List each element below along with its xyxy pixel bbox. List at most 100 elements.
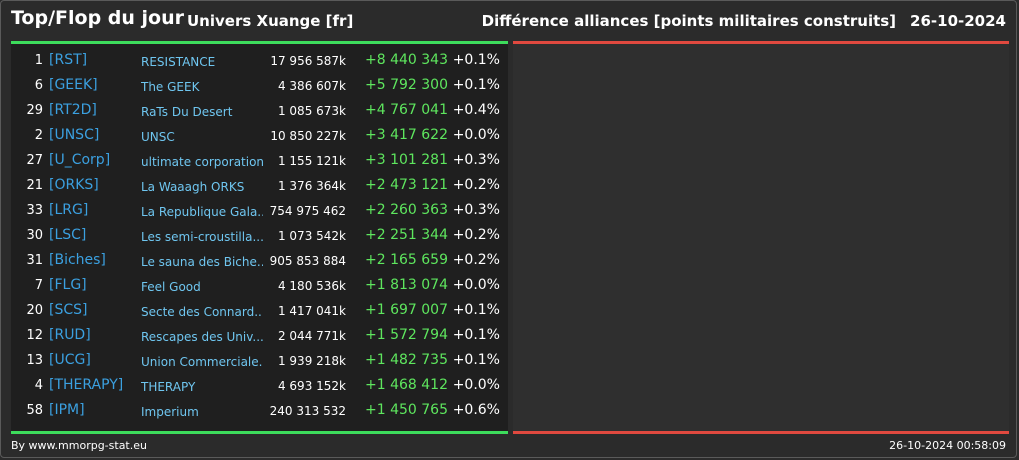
points-cell: 1 073 542k bbox=[277, 229, 346, 243]
table-row: 4 [THERAPY] THERAPY 4 693 152k +1 468 412 +0.… bbox=[11, 374, 508, 399]
difference-cell: +1 482 735 bbox=[365, 352, 448, 368]
chart-heading: Différence alliances [points militaires … bbox=[482, 12, 1006, 30]
table-row: 6 [GEEK] The GEEK 4 386 607k +5 792 300 +0.1% bbox=[11, 74, 508, 99]
difference-cell: +1 450 765 bbox=[365, 402, 448, 418]
table-row: 7 [FLG] Feel Good 4 180 536k +1 813 074 +0.0% bbox=[11, 274, 508, 299]
alliance-name-link[interactable]: La Republique Gala... bbox=[141, 205, 263, 219]
alliance-name-link[interactable]: THERAPY bbox=[141, 380, 196, 394]
rank-cell: 30 bbox=[26, 228, 43, 243]
percent-cell: +0.2% bbox=[452, 252, 500, 268]
alliance-tag-link[interactable]: [Biches] bbox=[49, 252, 106, 268]
difference-cell: +1 697 007 bbox=[365, 302, 448, 318]
points-cell: 1 417 041k bbox=[277, 304, 346, 318]
alliance-tag-link[interactable]: [RUD] bbox=[49, 327, 91, 343]
alliance-name-link[interactable]: Union Commerciale... bbox=[141, 355, 263, 369]
page-title: Top/Flop du jour bbox=[11, 7, 184, 29]
rank-cell: 2 bbox=[34, 128, 43, 143]
alliance-tag-link[interactable]: [THERAPY] bbox=[49, 377, 124, 393]
rank-cell: 58 bbox=[26, 403, 43, 418]
percent-cell: +0.6% bbox=[452, 402, 500, 418]
difference-cell: +1 572 794 bbox=[365, 327, 448, 343]
universe-subtitle: Univers Xuange [fr] bbox=[187, 12, 354, 30]
rank-cell: 33 bbox=[26, 203, 43, 218]
difference-cell: +2 260 363 bbox=[365, 202, 448, 218]
alliance-tag-link[interactable]: [ORKS] bbox=[49, 177, 99, 193]
alliance-tag-link[interactable]: [UCG] bbox=[49, 352, 91, 368]
alliance-tag-link[interactable]: [LRG] bbox=[49, 202, 89, 218]
top-list-panel: 1 [RST] RESISTANCE 17 956 587k +8 440 343 +0.… bbox=[11, 44, 508, 431]
rank-cell: 29 bbox=[26, 103, 43, 118]
alliance-name-link[interactable]: UNSC bbox=[141, 130, 175, 144]
alliance-name-link[interactable]: Feel Good bbox=[141, 280, 201, 294]
points-cell: 10 850 227k bbox=[270, 129, 346, 143]
table-row: 31 [Biches] Le sauna des Biche... 905 853 8… bbox=[11, 249, 508, 274]
points-cell: 1 085 673k bbox=[277, 104, 346, 118]
alliance-name-link[interactable]: RESISTANCE bbox=[141, 55, 216, 69]
bottom-bar-red bbox=[513, 431, 1009, 434]
rank-cell: 13 bbox=[26, 353, 43, 368]
generated-timestamp: 26-10-2024 00:58:09 bbox=[889, 439, 1006, 452]
alliance-tag-link[interactable]: [RT2D] bbox=[49, 102, 97, 118]
alliance-tag-link[interactable]: [GEEK] bbox=[49, 77, 98, 93]
points-cell: 905 853 884 bbox=[269, 254, 346, 268]
alliance-tag-link[interactable]: [UNSC] bbox=[49, 127, 100, 143]
table-row: 12 [RUD] Rescapes des Univ... 2 044 771k +1 … bbox=[11, 324, 508, 349]
points-cell: 17 956 587k bbox=[270, 54, 346, 68]
alliance-name-link[interactable]: Les semi-croustilla... bbox=[141, 230, 263, 244]
percent-cell: +0.0% bbox=[452, 277, 500, 293]
alliance-name-link[interactable]: Le sauna des Biche... bbox=[141, 255, 263, 269]
source-credit: By www.mmorpg-stat.eu bbox=[11, 439, 147, 452]
percent-cell: +0.3% bbox=[452, 152, 500, 168]
points-cell: 754 975 462 bbox=[269, 204, 346, 218]
difference-cell: +2 165 659 bbox=[365, 252, 448, 268]
rank-cell: 7 bbox=[34, 278, 43, 293]
difference-cell: +3 101 281 bbox=[365, 152, 448, 168]
alliance-tag-link[interactable]: [FLG] bbox=[49, 277, 87, 293]
alliance-tag-link[interactable]: [SCS] bbox=[49, 302, 88, 318]
alliance-name-link[interactable]: RaTs Du Desert bbox=[141, 105, 233, 119]
rank-cell: 1 bbox=[34, 53, 43, 68]
table-row: 21 [ORKS] La Waaagh ORKS 1 376 364k +2 473 1… bbox=[11, 174, 508, 199]
table-row: 1 [RST] RESISTANCE 17 956 587k +8 440 343 +0.… bbox=[11, 49, 508, 74]
percent-cell: +0.1% bbox=[452, 302, 500, 318]
points-cell: 4 693 152k bbox=[277, 379, 346, 393]
points-cell: 240 313 532 bbox=[269, 404, 346, 418]
percent-cell: +0.2% bbox=[452, 227, 500, 243]
table-row: 2 [UNSC] UNSC 10 850 227k +3 417 622 +0.0% bbox=[11, 124, 508, 149]
percent-cell: +0.1% bbox=[452, 52, 500, 68]
difference-cell: +4 767 041 bbox=[365, 102, 448, 118]
points-cell: 1 155 121k bbox=[277, 154, 346, 168]
alliance-name-link[interactable]: Imperium bbox=[141, 405, 199, 419]
alliance-name-link[interactable]: The GEEK bbox=[141, 80, 200, 94]
heading-label: Différence alliances [points militaires … bbox=[481, 12, 897, 30]
rank-cell: 27 bbox=[26, 153, 43, 168]
top-bar-green bbox=[11, 41, 508, 44]
alliance-name-link[interactable]: ultimate corporation bbox=[141, 155, 263, 169]
difference-cell: +1 468 412 bbox=[365, 377, 448, 393]
percent-cell: +0.4% bbox=[452, 102, 500, 118]
points-cell: 4 386 607k bbox=[277, 79, 346, 93]
alliance-tag-link[interactable]: [LSC] bbox=[49, 227, 87, 243]
alliance-tag-link[interactable]: [U_Corp] bbox=[49, 152, 111, 168]
alliance-tag-link[interactable]: [RST] bbox=[49, 52, 88, 68]
table-row: 30 [LSC] Les semi-croustilla... 1 073 542k +… bbox=[11, 224, 508, 249]
alliance-tag-link[interactable]: [IPM] bbox=[49, 402, 85, 418]
alliance-name-link[interactable]: La Waaagh ORKS bbox=[141, 180, 245, 194]
alliance-name-link[interactable]: Secte des Connard... bbox=[141, 305, 263, 319]
rank-cell: 6 bbox=[34, 78, 43, 93]
percent-cell: +0.0% bbox=[452, 377, 500, 393]
flop-list-panel bbox=[513, 44, 1009, 431]
rank-cell: 4 bbox=[34, 378, 43, 393]
difference-cell: +2 473 121 bbox=[365, 177, 448, 193]
difference-cell: +2 251 344 bbox=[365, 227, 448, 243]
percent-cell: +0.2% bbox=[452, 177, 500, 193]
table-row: 29 [RT2D] RaTs Du Desert 1 085 673k +4 767 0… bbox=[11, 99, 508, 124]
rank-cell: 21 bbox=[26, 178, 43, 193]
difference-cell: +3 417 622 bbox=[365, 127, 448, 143]
table-row: 27 [U_Corp] ultimate corporation 1 155 121k… bbox=[11, 149, 508, 174]
points-cell: 1 939 218k bbox=[277, 354, 346, 368]
top-bar-red bbox=[513, 41, 1009, 44]
alliance-name-link[interactable]: Rescapes des Univ... bbox=[141, 330, 263, 344]
rank-cell: 12 bbox=[26, 328, 43, 343]
